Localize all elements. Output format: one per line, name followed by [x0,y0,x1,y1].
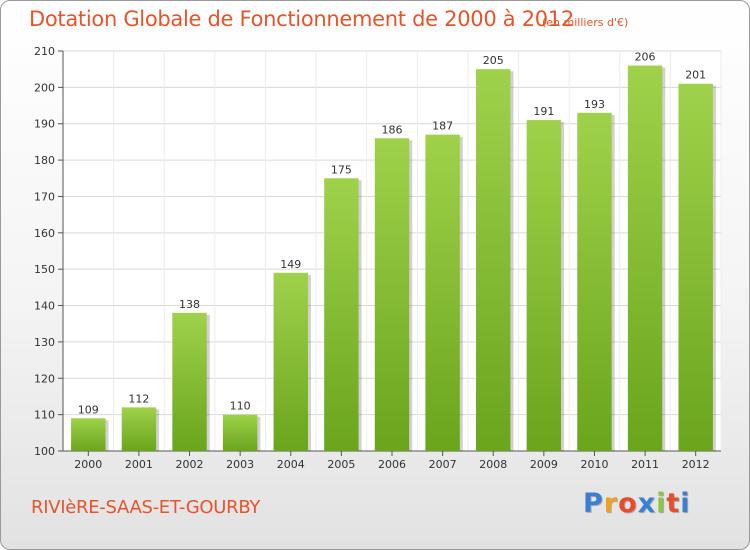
x-tick-label-2006: 2006 [378,458,406,471]
x-tick-label-2011: 2011 [631,458,659,471]
x-tick-label-2012: 2012 [682,458,710,471]
bar-2001 [121,407,157,451]
x-tick-label-2007: 2007 [429,458,457,471]
y-tick-label: 150 [34,263,55,276]
y-tick-label: 140 [34,300,55,313]
bars [71,65,716,452]
y-tick-label: 160 [34,227,55,240]
y-tick-label: 210 [34,45,55,58]
bar-2007 [425,134,460,452]
bar-2006 [374,138,410,452]
bar-2012 [678,83,713,452]
bar-2004 [273,272,308,451]
data-label-2012: 201 [685,69,706,82]
data-label-2003: 110 [230,400,251,413]
y-tick-label: 180 [34,154,55,167]
data-label-2001: 112 [128,392,149,405]
y-tick-label: 130 [34,336,55,349]
bar-2005 [324,178,359,452]
data-label-2000: 109 [78,403,99,416]
y-tick-label: 110 [34,409,55,422]
y-tick-label: 190 [34,118,55,131]
x-tick-label-2002: 2002 [176,458,204,471]
x-tick-label-2001: 2001 [125,458,153,471]
data-labels: 109 112 138 110 149 175 186 187 205 191 193 206 201 [78,51,706,417]
logo-letter: t [666,488,681,519]
y-tick-label: 120 [34,372,55,385]
bar-2011 [627,65,663,451]
chart-title: Dotation Globale de Fonctionnement de 20… [29,7,574,31]
axes: 100 110 120 130 140 150 160 170 180 190 200 210 2000… [34,45,721,471]
data-label-2005: 175 [331,163,352,176]
logo-letter: r [603,488,619,519]
bar-2003 [222,414,258,451]
data-label-2004: 149 [280,258,301,271]
x-tick-label-2009: 2009 [530,458,558,471]
bar-2008 [476,69,511,451]
logo-letter: o [618,488,638,519]
y-tick-label: 200 [34,81,55,94]
bar-2002 [172,312,207,451]
logo-letter: x [637,488,657,519]
data-label-2009: 191 [533,105,554,118]
y-tick-label: 170 [34,190,55,203]
bar-2000 [71,418,106,451]
chart-subtitle: (en milliers d'€) [542,16,629,29]
proxiti-logo: Proxiti [583,488,691,519]
x-tick-label-2003: 2003 [226,458,254,471]
data-label-2006: 186 [382,123,403,136]
data-label-2008: 205 [483,54,504,67]
data-label-2007: 187 [432,120,453,133]
logo-letter: i [656,488,667,519]
x-tick-label-2010: 2010 [580,458,608,471]
x-tick-label-2008: 2008 [479,458,507,471]
x-tick-label-2005: 2005 [327,458,355,471]
x-tick-label-2004: 2004 [277,458,305,471]
logo-letter: i [680,488,691,519]
data-label-2010: 193 [584,98,605,111]
bar-2009 [526,120,562,451]
data-label-2002: 138 [179,298,200,311]
y-tick-label: 100 [34,445,55,458]
bar-2010 [577,112,612,452]
data-label-2011: 206 [635,51,656,64]
x-tick-label-2000: 2000 [74,458,102,471]
commune-name: RIVIèRE-SAAS-ET-GOURBY [31,497,261,518]
logo-letter: P [583,488,604,519]
